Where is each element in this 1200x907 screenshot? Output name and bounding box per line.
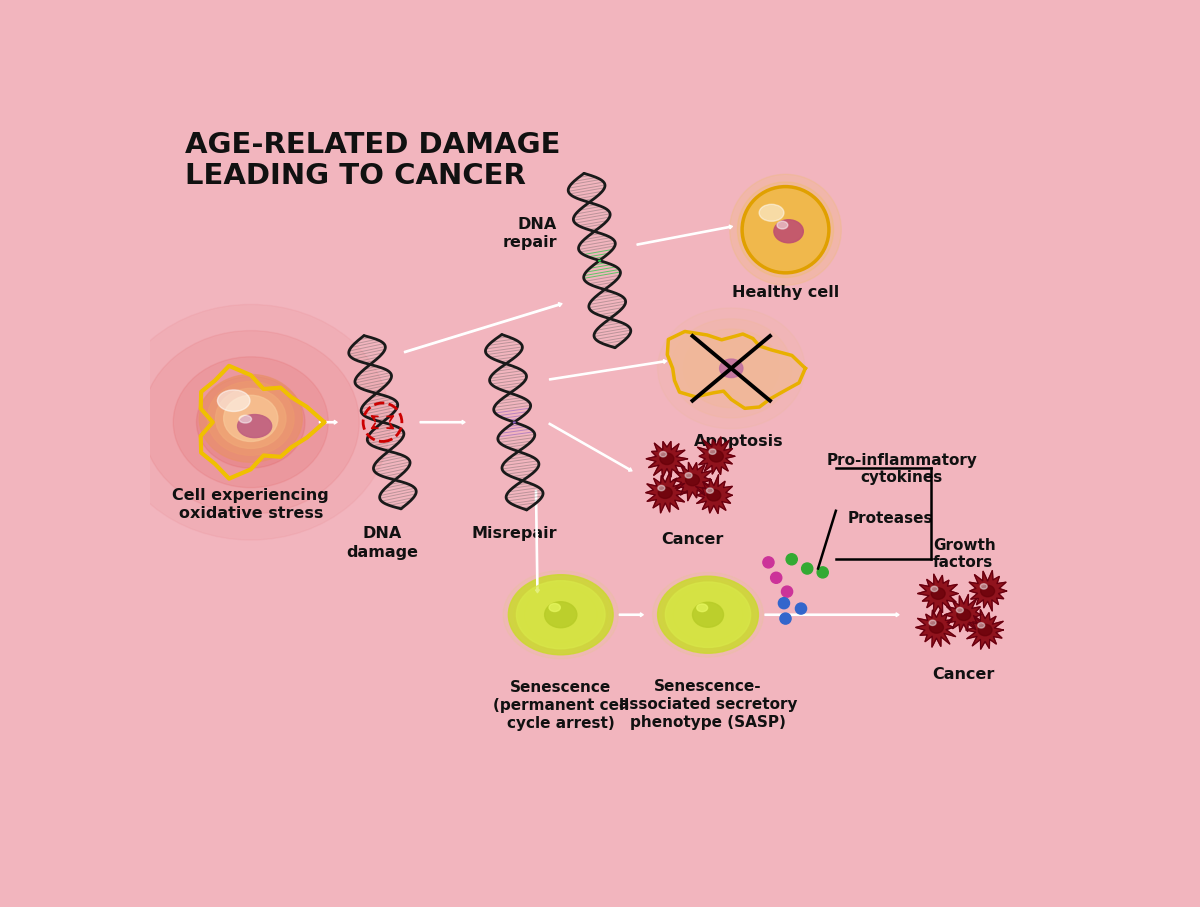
Circle shape	[763, 557, 774, 568]
Polygon shape	[916, 609, 955, 648]
Ellipse shape	[653, 572, 763, 657]
Ellipse shape	[931, 586, 937, 591]
Polygon shape	[944, 594, 982, 632]
Text: DNA
damage: DNA damage	[347, 526, 419, 560]
Ellipse shape	[208, 382, 294, 455]
Ellipse shape	[671, 318, 792, 418]
Ellipse shape	[931, 588, 946, 600]
Ellipse shape	[980, 584, 988, 589]
Ellipse shape	[509, 575, 613, 655]
Ellipse shape	[697, 604, 708, 611]
Ellipse shape	[112, 305, 390, 540]
Circle shape	[780, 613, 791, 624]
Ellipse shape	[738, 182, 834, 278]
Circle shape	[796, 603, 806, 614]
Ellipse shape	[658, 485, 665, 491]
Polygon shape	[646, 442, 688, 478]
Ellipse shape	[550, 603, 560, 611]
Text: Growth
factors: Growth factors	[932, 538, 996, 571]
Polygon shape	[966, 610, 1003, 649]
Ellipse shape	[514, 579, 608, 650]
Text: Cell experiencing
oxidative stress: Cell experiencing oxidative stress	[173, 488, 329, 522]
Text: Cancer: Cancer	[661, 532, 724, 547]
Text: Cancer: Cancer	[932, 667, 995, 682]
Ellipse shape	[978, 623, 985, 628]
Ellipse shape	[930, 621, 943, 633]
Ellipse shape	[659, 487, 672, 499]
Ellipse shape	[545, 601, 577, 628]
Polygon shape	[696, 474, 732, 513]
Ellipse shape	[692, 602, 724, 628]
Ellipse shape	[685, 474, 700, 486]
Ellipse shape	[223, 395, 278, 442]
Ellipse shape	[524, 587, 598, 643]
Ellipse shape	[516, 580, 605, 649]
Circle shape	[802, 563, 812, 574]
Text: Apoptosis: Apoptosis	[694, 434, 784, 449]
Ellipse shape	[956, 609, 971, 620]
Ellipse shape	[776, 221, 788, 229]
Text: DNA
repair: DNA repair	[503, 217, 557, 250]
Ellipse shape	[518, 582, 602, 647]
Ellipse shape	[760, 204, 784, 221]
Ellipse shape	[774, 219, 803, 243]
Ellipse shape	[720, 359, 743, 377]
Ellipse shape	[929, 620, 936, 626]
Ellipse shape	[667, 584, 749, 646]
Text: Proteases: Proteases	[847, 511, 934, 526]
Ellipse shape	[743, 188, 828, 272]
Text: Misrepair: Misrepair	[472, 526, 557, 541]
Ellipse shape	[662, 580, 754, 649]
Ellipse shape	[709, 449, 716, 454]
Ellipse shape	[707, 490, 721, 501]
Ellipse shape	[239, 415, 252, 423]
Ellipse shape	[730, 174, 841, 285]
Ellipse shape	[745, 190, 826, 269]
Circle shape	[817, 567, 828, 578]
Polygon shape	[918, 574, 958, 614]
Ellipse shape	[660, 453, 674, 464]
Ellipse shape	[980, 585, 995, 597]
Polygon shape	[667, 331, 805, 408]
Polygon shape	[673, 463, 712, 501]
Ellipse shape	[173, 356, 329, 488]
Circle shape	[781, 586, 793, 597]
Ellipse shape	[707, 488, 714, 493]
Ellipse shape	[673, 588, 743, 641]
Polygon shape	[970, 571, 1007, 611]
Text: Pro-inflammatory
cytokines: Pro-inflammatory cytokines	[827, 453, 977, 485]
Polygon shape	[697, 437, 734, 474]
Ellipse shape	[143, 330, 359, 514]
Ellipse shape	[658, 308, 805, 429]
Ellipse shape	[509, 575, 613, 655]
Ellipse shape	[709, 451, 724, 462]
Ellipse shape	[665, 582, 751, 648]
Text: AGE-RELATED DAMAGE
LEADING TO CANCER: AGE-RELATED DAMAGE LEADING TO CANCER	[185, 132, 560, 190]
Text: Senescence-
associated secretory
phenotype (SASP): Senescence- associated secretory phenoty…	[619, 678, 797, 729]
Text: Healthy cell: Healthy cell	[732, 285, 839, 300]
Ellipse shape	[956, 608, 964, 613]
Ellipse shape	[199, 375, 302, 463]
Ellipse shape	[217, 390, 250, 412]
Ellipse shape	[658, 576, 758, 653]
Ellipse shape	[978, 624, 992, 636]
Ellipse shape	[683, 329, 779, 408]
Ellipse shape	[216, 388, 286, 448]
Ellipse shape	[685, 473, 692, 478]
Ellipse shape	[503, 571, 618, 658]
Circle shape	[786, 554, 797, 565]
Ellipse shape	[658, 576, 758, 653]
Circle shape	[770, 572, 781, 583]
Text: Senescence
(permanent cell
cycle arrest): Senescence (permanent cell cycle arrest)	[493, 680, 629, 731]
Circle shape	[779, 598, 790, 609]
Polygon shape	[646, 472, 686, 513]
Ellipse shape	[197, 376, 305, 468]
Ellipse shape	[238, 414, 271, 438]
Ellipse shape	[660, 452, 666, 457]
